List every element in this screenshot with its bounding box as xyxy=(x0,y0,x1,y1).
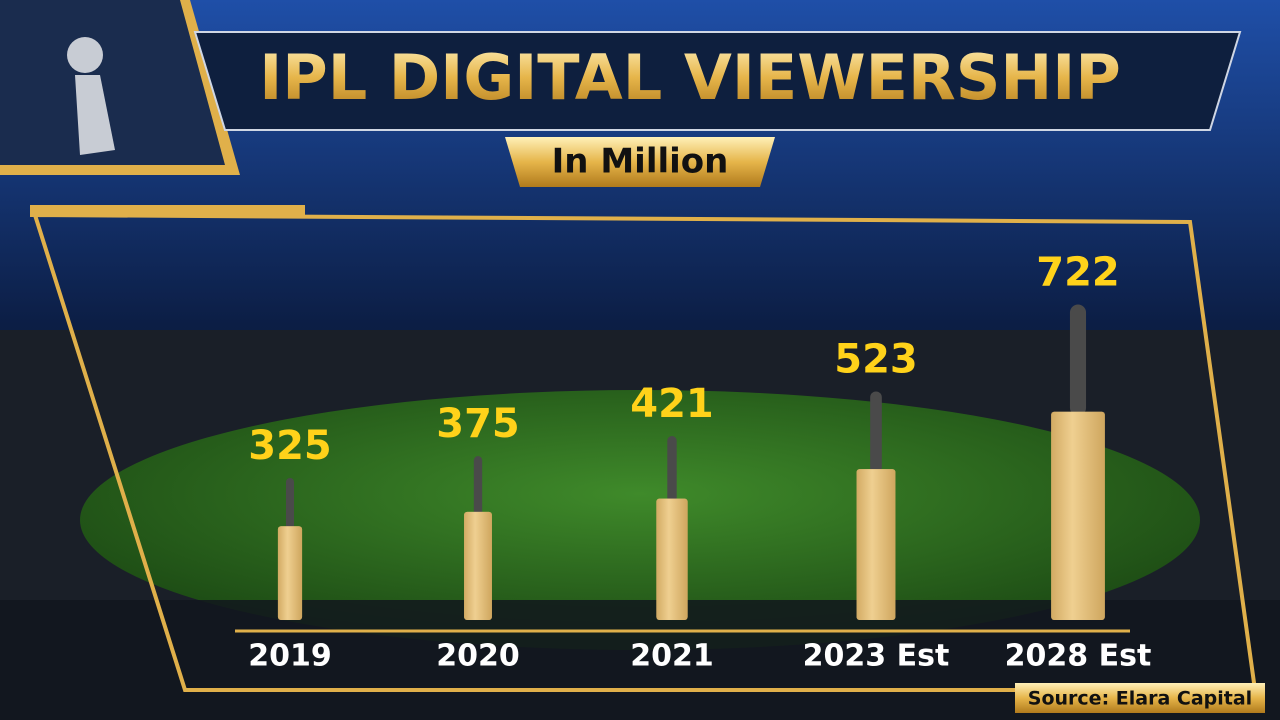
title-bar xyxy=(193,31,1242,131)
bat-shade xyxy=(1051,411,1105,620)
x-tick-label: 2020 xyxy=(436,639,520,674)
chart-subtitle: In Million xyxy=(552,142,729,182)
frame-tab xyxy=(30,205,305,217)
subtitle-box xyxy=(505,137,775,187)
data-label: 375 xyxy=(436,401,520,447)
bat-handle xyxy=(870,391,882,474)
bat-shade xyxy=(656,498,688,620)
x-tick-label: 2019 xyxy=(248,639,332,674)
chart-title: IPL DIGITAL VIEWERSHIP xyxy=(259,41,1121,114)
logo-box xyxy=(0,0,240,175)
source-box xyxy=(1015,683,1265,713)
bat-shade xyxy=(856,469,896,620)
x-tick-label: 2023 Est xyxy=(803,639,950,674)
data-label: 421 xyxy=(630,381,714,427)
bat-handle xyxy=(286,477,294,531)
bat-handle xyxy=(473,456,483,516)
x-tick-label: 2028 Est xyxy=(1005,639,1152,674)
data-label: 722 xyxy=(1036,249,1120,295)
x-tick-label: 2021 xyxy=(630,639,714,674)
source: Source: Elara Capital xyxy=(1028,688,1252,710)
bat-shade xyxy=(464,511,492,620)
bat-shade xyxy=(277,526,303,620)
bat-handle xyxy=(667,436,677,503)
data-label: 523 xyxy=(834,336,918,382)
data-label: 325 xyxy=(248,423,332,469)
bat-handle xyxy=(1069,304,1087,416)
